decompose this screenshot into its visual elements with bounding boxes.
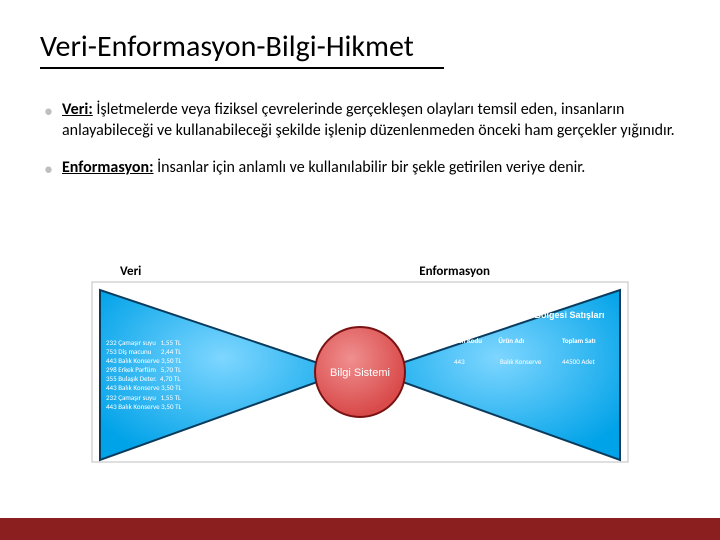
term-enformasyon: Enformasyon:	[62, 158, 153, 177]
right-triangle-label: Enformasyon	[419, 264, 490, 279]
bullet-veri: Veri: İşletmelerde veya fiziksel çevrele…	[40, 100, 680, 142]
bowtie-diagram: Bilgi Sistemi Ege Bölgesi Satışları Veri…	[90, 260, 630, 480]
footer-bar	[0, 518, 720, 540]
text-veri: İşletmelerde veya fiziksel çevrelerinde …	[62, 100, 675, 140]
bullet-enformasyon: Enformasyon: İnsanlar için anlamlı ve ku…	[40, 158, 680, 179]
svg-text:Ege Bölgesi Satışları: Ege Bölgesi Satışları	[515, 310, 604, 320]
slide-title: Veri-Enformasyon-Bilgi-Hikmet	[40, 28, 444, 69]
term-veri: Veri:	[62, 100, 93, 119]
center-label-svg: Bilgi Sistemi	[330, 367, 390, 379]
left-data-list: 232 Çamaşır suyu 1,55 TL 753 Diş macunu …	[106, 338, 181, 411]
right-data-row: 443Balık Konserve44500 Adet	[445, 348, 613, 375]
text-enformasyon: İnsanlar için anlamlı ve kullanılabilir …	[153, 158, 585, 177]
slide-body: Veri: İşletmelerde veya fiziksel çevrele…	[40, 100, 680, 194]
left-triangle-label: Veri	[120, 264, 141, 279]
right-headers: Ürün Kodu Ürün Adı Toplam Satı	[451, 336, 612, 345]
